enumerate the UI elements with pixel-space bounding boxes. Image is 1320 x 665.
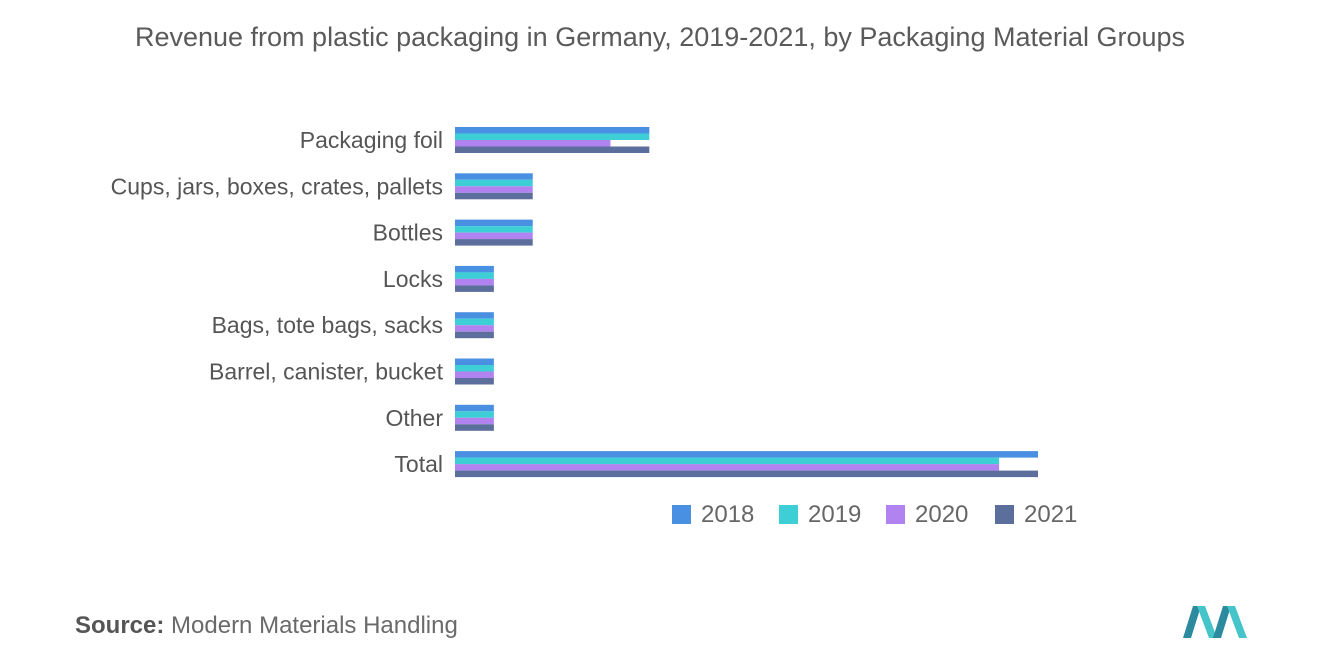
bar-packaging-foil-2021 xyxy=(455,146,650,153)
bar-locks-2019 xyxy=(455,272,494,279)
bar-locks-2020 xyxy=(455,278,494,286)
bar-cups-jars-boxes-crates-pallets-2019 xyxy=(455,179,533,187)
legend-label-2021: 2021 xyxy=(1024,501,1077,528)
bar-bottles-2018 xyxy=(455,219,533,227)
legend: 2018 2019 2020 2021 xyxy=(672,501,1077,528)
bar-other-2021 xyxy=(455,424,494,431)
bar-cups-jars-boxes-crates-pallets-2018 xyxy=(455,173,533,180)
bar-group xyxy=(455,127,1038,478)
source-note: Source: Modern Materials Handling xyxy=(75,612,458,640)
bar-total-2020 xyxy=(455,464,1000,471)
bar-other-2019 xyxy=(455,411,494,418)
category-label: Packaging foil xyxy=(300,127,443,153)
bar-bottles-2021 xyxy=(455,239,533,246)
category-labels: Packaging foil Cups, jars, boxes, crates,… xyxy=(111,127,444,477)
bar-packaging-foil-2020 xyxy=(455,140,611,147)
category-label: Other xyxy=(385,405,443,431)
bar-barrel-canister-bucket-2019 xyxy=(455,365,494,372)
bar-other-2020 xyxy=(455,417,494,425)
legend-swatch-2020 xyxy=(886,505,905,524)
bar-other-2018 xyxy=(455,404,494,412)
bar-barrel-canister-bucket-2020 xyxy=(455,371,494,378)
bar-bags-tote-bags-sacks-2019 xyxy=(455,318,494,326)
bar-bottles-2019 xyxy=(455,226,533,233)
source-label: Source: xyxy=(75,612,165,639)
legend-swatch-2019 xyxy=(779,505,798,524)
bar-cups-jars-boxes-crates-pallets-2021 xyxy=(455,192,533,200)
bar-total-2019 xyxy=(455,457,1000,465)
bar-locks-2021 xyxy=(455,285,494,292)
bar-locks-2018 xyxy=(455,265,494,273)
legend-label-2020: 2020 xyxy=(915,501,968,528)
chart-title: Revenue from plastic packaging in German… xyxy=(134,22,1186,52)
bar-bags-tote-bags-sacks-2021 xyxy=(455,331,494,339)
category-label: Locks xyxy=(383,266,443,292)
bar-bags-tote-bags-sacks-2020 xyxy=(455,325,494,332)
legend-label-2018: 2018 xyxy=(701,501,754,528)
bar-packaging-foil-2018 xyxy=(455,127,650,134)
category-label: Total xyxy=(394,451,443,477)
category-label: Barrel, canister, bucket xyxy=(209,359,444,385)
bar-total-2018 xyxy=(455,451,1038,458)
category-label: Bags, tote bags, sacks xyxy=(212,312,443,338)
bar-bags-tote-bags-sacks-2018 xyxy=(455,312,494,319)
bar-packaging-foil-2019 xyxy=(455,133,650,140)
bar-cups-jars-boxes-crates-pallets-2020 xyxy=(455,186,533,193)
legend-swatch-2018 xyxy=(672,505,691,524)
category-label: Bottles xyxy=(373,220,443,246)
bar-total-2021 xyxy=(455,470,1038,478)
brand-logo-icon xyxy=(1183,606,1247,638)
source-text: Modern Materials Handling xyxy=(171,612,458,639)
bar-bottles-2020 xyxy=(455,232,533,240)
bar-barrel-canister-bucket-2021 xyxy=(455,378,494,385)
category-label: Cups, jars, boxes, crates, pallets xyxy=(111,173,443,199)
legend-label-2019: 2019 xyxy=(808,501,861,528)
bar-barrel-canister-bucket-2018 xyxy=(455,358,494,365)
legend-swatch-2021 xyxy=(995,505,1014,524)
